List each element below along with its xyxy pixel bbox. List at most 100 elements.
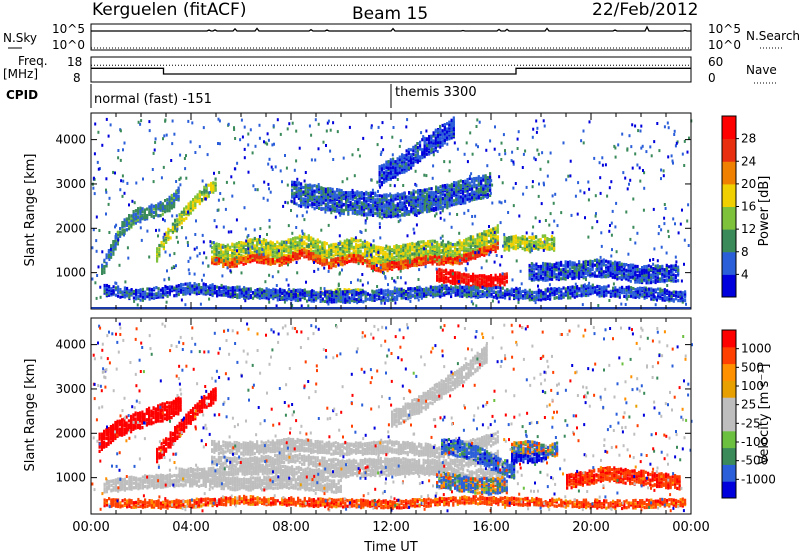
power-cell — [446, 183, 449, 187]
power-cell — [312, 250, 315, 254]
power-cell — [476, 244, 479, 248]
power-cell — [557, 264, 560, 268]
power-cell — [385, 211, 388, 215]
power-cell — [302, 197, 305, 201]
power-cell — [420, 261, 423, 265]
power-cell — [112, 247, 115, 251]
power-cell — [186, 289, 189, 293]
power-cell — [310, 236, 313, 240]
power-cell — [523, 235, 526, 239]
power-cell — [363, 196, 366, 200]
power-cell — [374, 191, 377, 195]
power-cell — [439, 196, 442, 200]
power-cell — [372, 200, 375, 204]
power-cell — [414, 160, 417, 164]
power-cell — [309, 194, 312, 198]
power-cell — [367, 197, 370, 201]
power-cell — [322, 191, 325, 195]
power-cell — [385, 163, 388, 167]
power-cell — [132, 210, 135, 214]
power-cell — [247, 259, 250, 263]
power-cell — [366, 264, 369, 268]
power-cell — [354, 206, 357, 210]
power-cell — [333, 190, 336, 194]
power-cell — [229, 257, 232, 261]
power-cell — [231, 244, 234, 248]
power-cell — [409, 242, 412, 246]
power-cell — [148, 287, 151, 291]
power-cell — [672, 279, 675, 283]
power-cell — [544, 278, 547, 282]
power-cell — [298, 249, 301, 253]
power-cell — [330, 260, 333, 264]
power-cell — [512, 246, 515, 250]
power-cell — [112, 242, 115, 246]
power-cell — [571, 272, 574, 276]
power-cell — [419, 191, 422, 195]
power-cell — [376, 213, 379, 217]
power-cell — [487, 249, 490, 253]
power-cell — [437, 143, 440, 147]
power-cell — [307, 234, 310, 238]
power-cell — [189, 208, 192, 212]
power-cell — [405, 169, 408, 173]
power-cell — [494, 226, 497, 230]
power-cell — [396, 208, 399, 212]
power-cell — [198, 192, 201, 196]
power-cell — [580, 266, 583, 270]
power-cell — [672, 264, 675, 268]
power-cell — [325, 242, 328, 246]
power-cell — [400, 249, 403, 253]
power-cell — [256, 246, 259, 250]
power-cell — [436, 243, 439, 247]
freq-label: Freq. — [18, 54, 48, 68]
power-cell — [341, 244, 344, 248]
power-cell — [184, 286, 187, 291]
power-cell — [413, 252, 416, 256]
power-cell — [123, 291, 126, 295]
power-cell — [395, 264, 398, 269]
power-cell — [489, 187, 492, 191]
power-cell — [442, 257, 445, 261]
power-cell — [546, 239, 549, 243]
power-cell — [456, 271, 459, 275]
power-cell — [368, 248, 371, 252]
power-cell — [343, 245, 346, 249]
power-cell — [598, 270, 601, 274]
power-cell — [553, 272, 556, 276]
power-cell — [496, 224, 499, 228]
power-cell — [451, 256, 454, 260]
power-cell — [338, 192, 341, 196]
power-cell — [242, 257, 245, 261]
power-cell — [487, 275, 490, 279]
power-cell — [350, 244, 353, 248]
power-cell — [480, 183, 483, 187]
power-cell — [396, 165, 399, 169]
power-cell — [459, 186, 462, 190]
power-cell — [355, 246, 358, 250]
power-cell — [451, 253, 454, 257]
power-cell — [370, 259, 373, 263]
power-cell — [387, 194, 390, 198]
power-cell — [180, 285, 183, 289]
power-cell — [303, 251, 306, 255]
power-cell — [415, 259, 418, 263]
power-cell — [530, 243, 533, 247]
power-cell — [298, 252, 301, 256]
power-cell — [402, 263, 405, 267]
power-cell — [285, 256, 288, 260]
power-cell — [325, 254, 328, 258]
power-cell — [410, 191, 413, 195]
power-cell — [440, 258, 443, 262]
power-cell — [478, 245, 481, 249]
power-cell — [455, 181, 458, 185]
power-cell — [401, 196, 404, 200]
power-cell — [135, 288, 138, 292]
power-cell — [480, 185, 483, 189]
power-cell — [285, 249, 288, 253]
power-cell — [492, 238, 495, 242]
power-cell — [397, 245, 400, 249]
power-cell — [422, 240, 425, 244]
power-cell — [517, 236, 520, 240]
power-cell — [468, 187, 471, 191]
